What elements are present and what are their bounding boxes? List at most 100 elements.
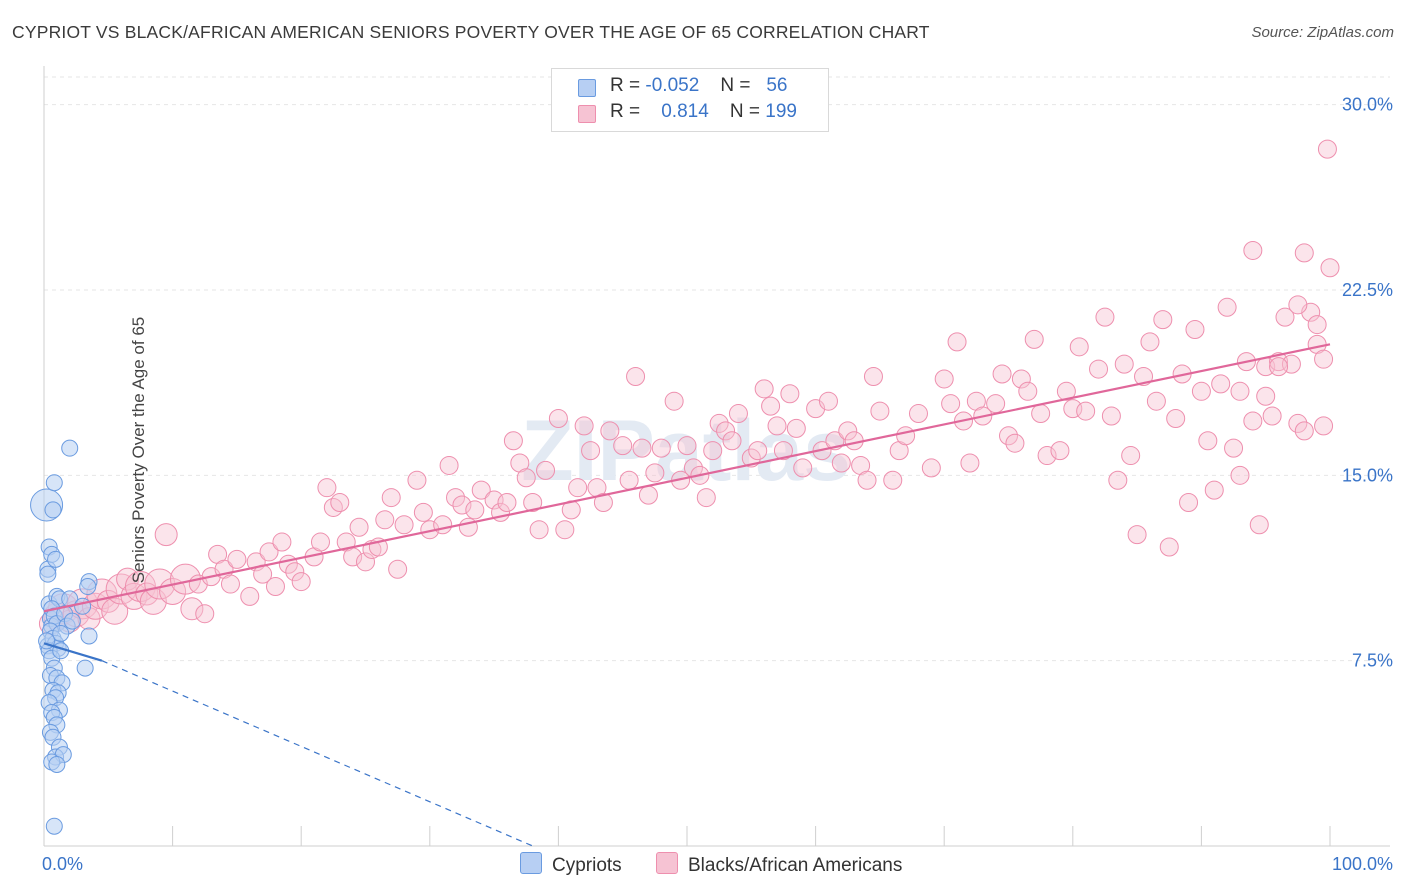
trend-lines [43,343,1331,847]
data-point-blacks [896,426,916,446]
source-credit: Source: ZipAtlas.com [1251,24,1394,41]
chart-title: CYPRIOT VS BLACK/AFRICAN AMERICAN SENIOR… [12,22,930,42]
data-point-blacks [1269,357,1289,377]
data-point-blacks [1249,515,1269,535]
data-point-blacks [857,470,877,490]
data-point-blacks [471,480,491,500]
trend-line-cypriots-projection [101,660,533,847]
data-point-blacks [1224,438,1244,458]
data-point-blacks [1076,401,1096,421]
data-point-cypriots [63,612,81,630]
data-point-blacks [863,366,883,386]
data-point-blacks [407,470,427,490]
data-point-blacks [497,493,517,513]
data-point-blacks [1018,381,1038,401]
y-tick-label: 22.5% [1342,280,1393,300]
data-point-blacks [1294,421,1314,441]
data-point-blacks [786,418,806,438]
data-point-blacks [1134,366,1154,386]
data-point-blacks [999,426,1018,446]
data-point-cypriots [52,624,70,642]
legend-r-value: 0.814 [661,101,709,122]
data-point-blacks [285,562,305,582]
data-point-blacks [838,421,858,441]
legend-n-label: N = [729,101,761,122]
data-point-blacks [767,416,787,436]
data-point-blacks [1166,408,1186,428]
data-point-blacks [291,572,311,592]
data-point-blacks [716,421,736,441]
data-point-blacks [1153,310,1173,330]
data-point-blacks [613,436,633,456]
data-point-blacks [709,413,729,433]
data-point-blacks [1211,374,1231,394]
data-point-blacks [1146,391,1166,411]
data-point-blacks [703,441,723,461]
data-point-blacks [1108,470,1128,490]
legend-n-label: N = [720,75,751,96]
data-point-blacks [375,510,395,530]
data-point-blacks [323,497,343,517]
data-point-blacks [1095,307,1115,327]
data-point-blacks [941,394,961,414]
data-point-blacks [960,453,980,473]
data-point-blacks [921,458,941,478]
data-point-cypriots [76,659,94,677]
data-point-blacks [581,441,601,461]
data-point-blacks [220,574,240,594]
series-blacks-points [38,139,1340,636]
data-point-blacks [1114,354,1134,374]
data-point-blacks [568,478,588,498]
data-point-blacks [180,597,204,621]
data-point-blacks [503,431,523,451]
bottom-legend-swatch-blacks [656,852,678,874]
data-point-blacks [330,493,350,513]
bottom-legend-cypriots: Cypriots [520,852,622,877]
data-point-cypriots [45,474,63,492]
data-point-blacks [1089,359,1109,379]
data-point-blacks [1179,493,1199,513]
legend-row-cypriots: R = -0.052 N = 56 [552,75,828,101]
legend-r-label: R = [610,101,641,122]
data-point-cypriots [47,550,65,568]
data-point-blacks [1185,320,1205,340]
data-point-blacks [1037,446,1057,466]
data-point-blacks [934,369,954,389]
data-point-blacks [574,416,594,436]
data-point-blacks [1275,307,1295,327]
legend-r-label: R = [610,75,641,96]
data-point-blacks [227,549,247,569]
data-point-blacks [452,495,472,515]
data-point-blacks [259,542,279,562]
data-point-blacks [1314,416,1334,436]
data-point-blacks [1127,525,1147,545]
data-point-cypriots [79,578,97,596]
data-point-cypriots [44,501,62,519]
y-axis-label: Seniors Poverty Over the Age of 65 [129,316,149,584]
data-point-blacks [1307,315,1327,335]
y-tick-label: 15.0% [1342,465,1393,485]
data-point-blacks [1005,433,1025,453]
data-point-blacks [651,438,671,458]
data-point-cypriots [80,627,98,645]
series-cypriots-points [30,439,98,835]
data-point-blacks [272,532,292,552]
data-point-blacks [593,493,613,513]
legend-swatch-blacks [578,105,596,123]
data-point-blacks [516,468,536,488]
data-point-blacks [632,438,652,458]
bottom-legend-label-blacks: Blacks/African Americans [688,855,903,876]
data-point-blacks [626,366,646,386]
data-point-blacks [1288,295,1308,315]
data-point-blacks [780,384,800,404]
trend-line-cypriots [43,642,103,662]
data-point-blacks [1056,381,1076,401]
data-point-blacks [548,408,568,428]
data-point-blacks [413,502,433,522]
data-point-blacks [1243,411,1263,431]
data-point-blacks [446,488,466,508]
data-point-blacks [664,391,684,411]
data-point-blacks [1230,381,1250,401]
data-point-blacks [619,470,639,490]
data-point-blacks [1159,537,1179,557]
